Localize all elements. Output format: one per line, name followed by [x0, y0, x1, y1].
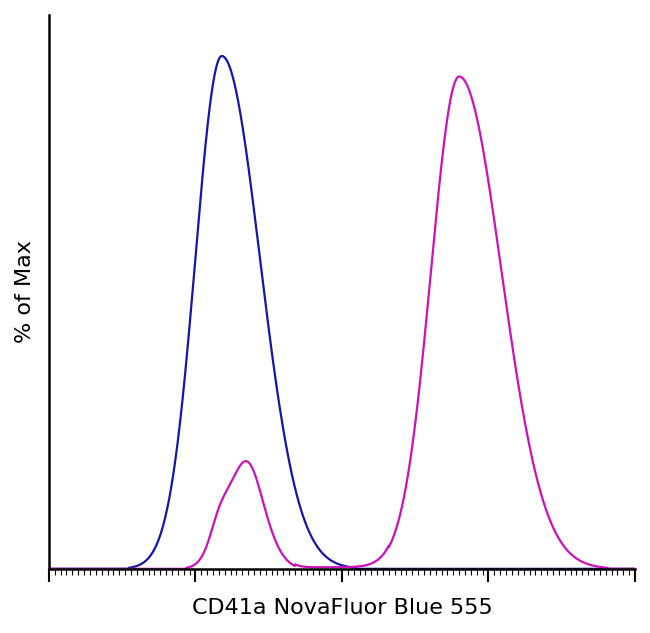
- X-axis label: CD41a NovaFluor Blue 555: CD41a NovaFluor Blue 555: [192, 598, 492, 618]
- Y-axis label: % of Max: % of Max: [15, 241, 35, 343]
